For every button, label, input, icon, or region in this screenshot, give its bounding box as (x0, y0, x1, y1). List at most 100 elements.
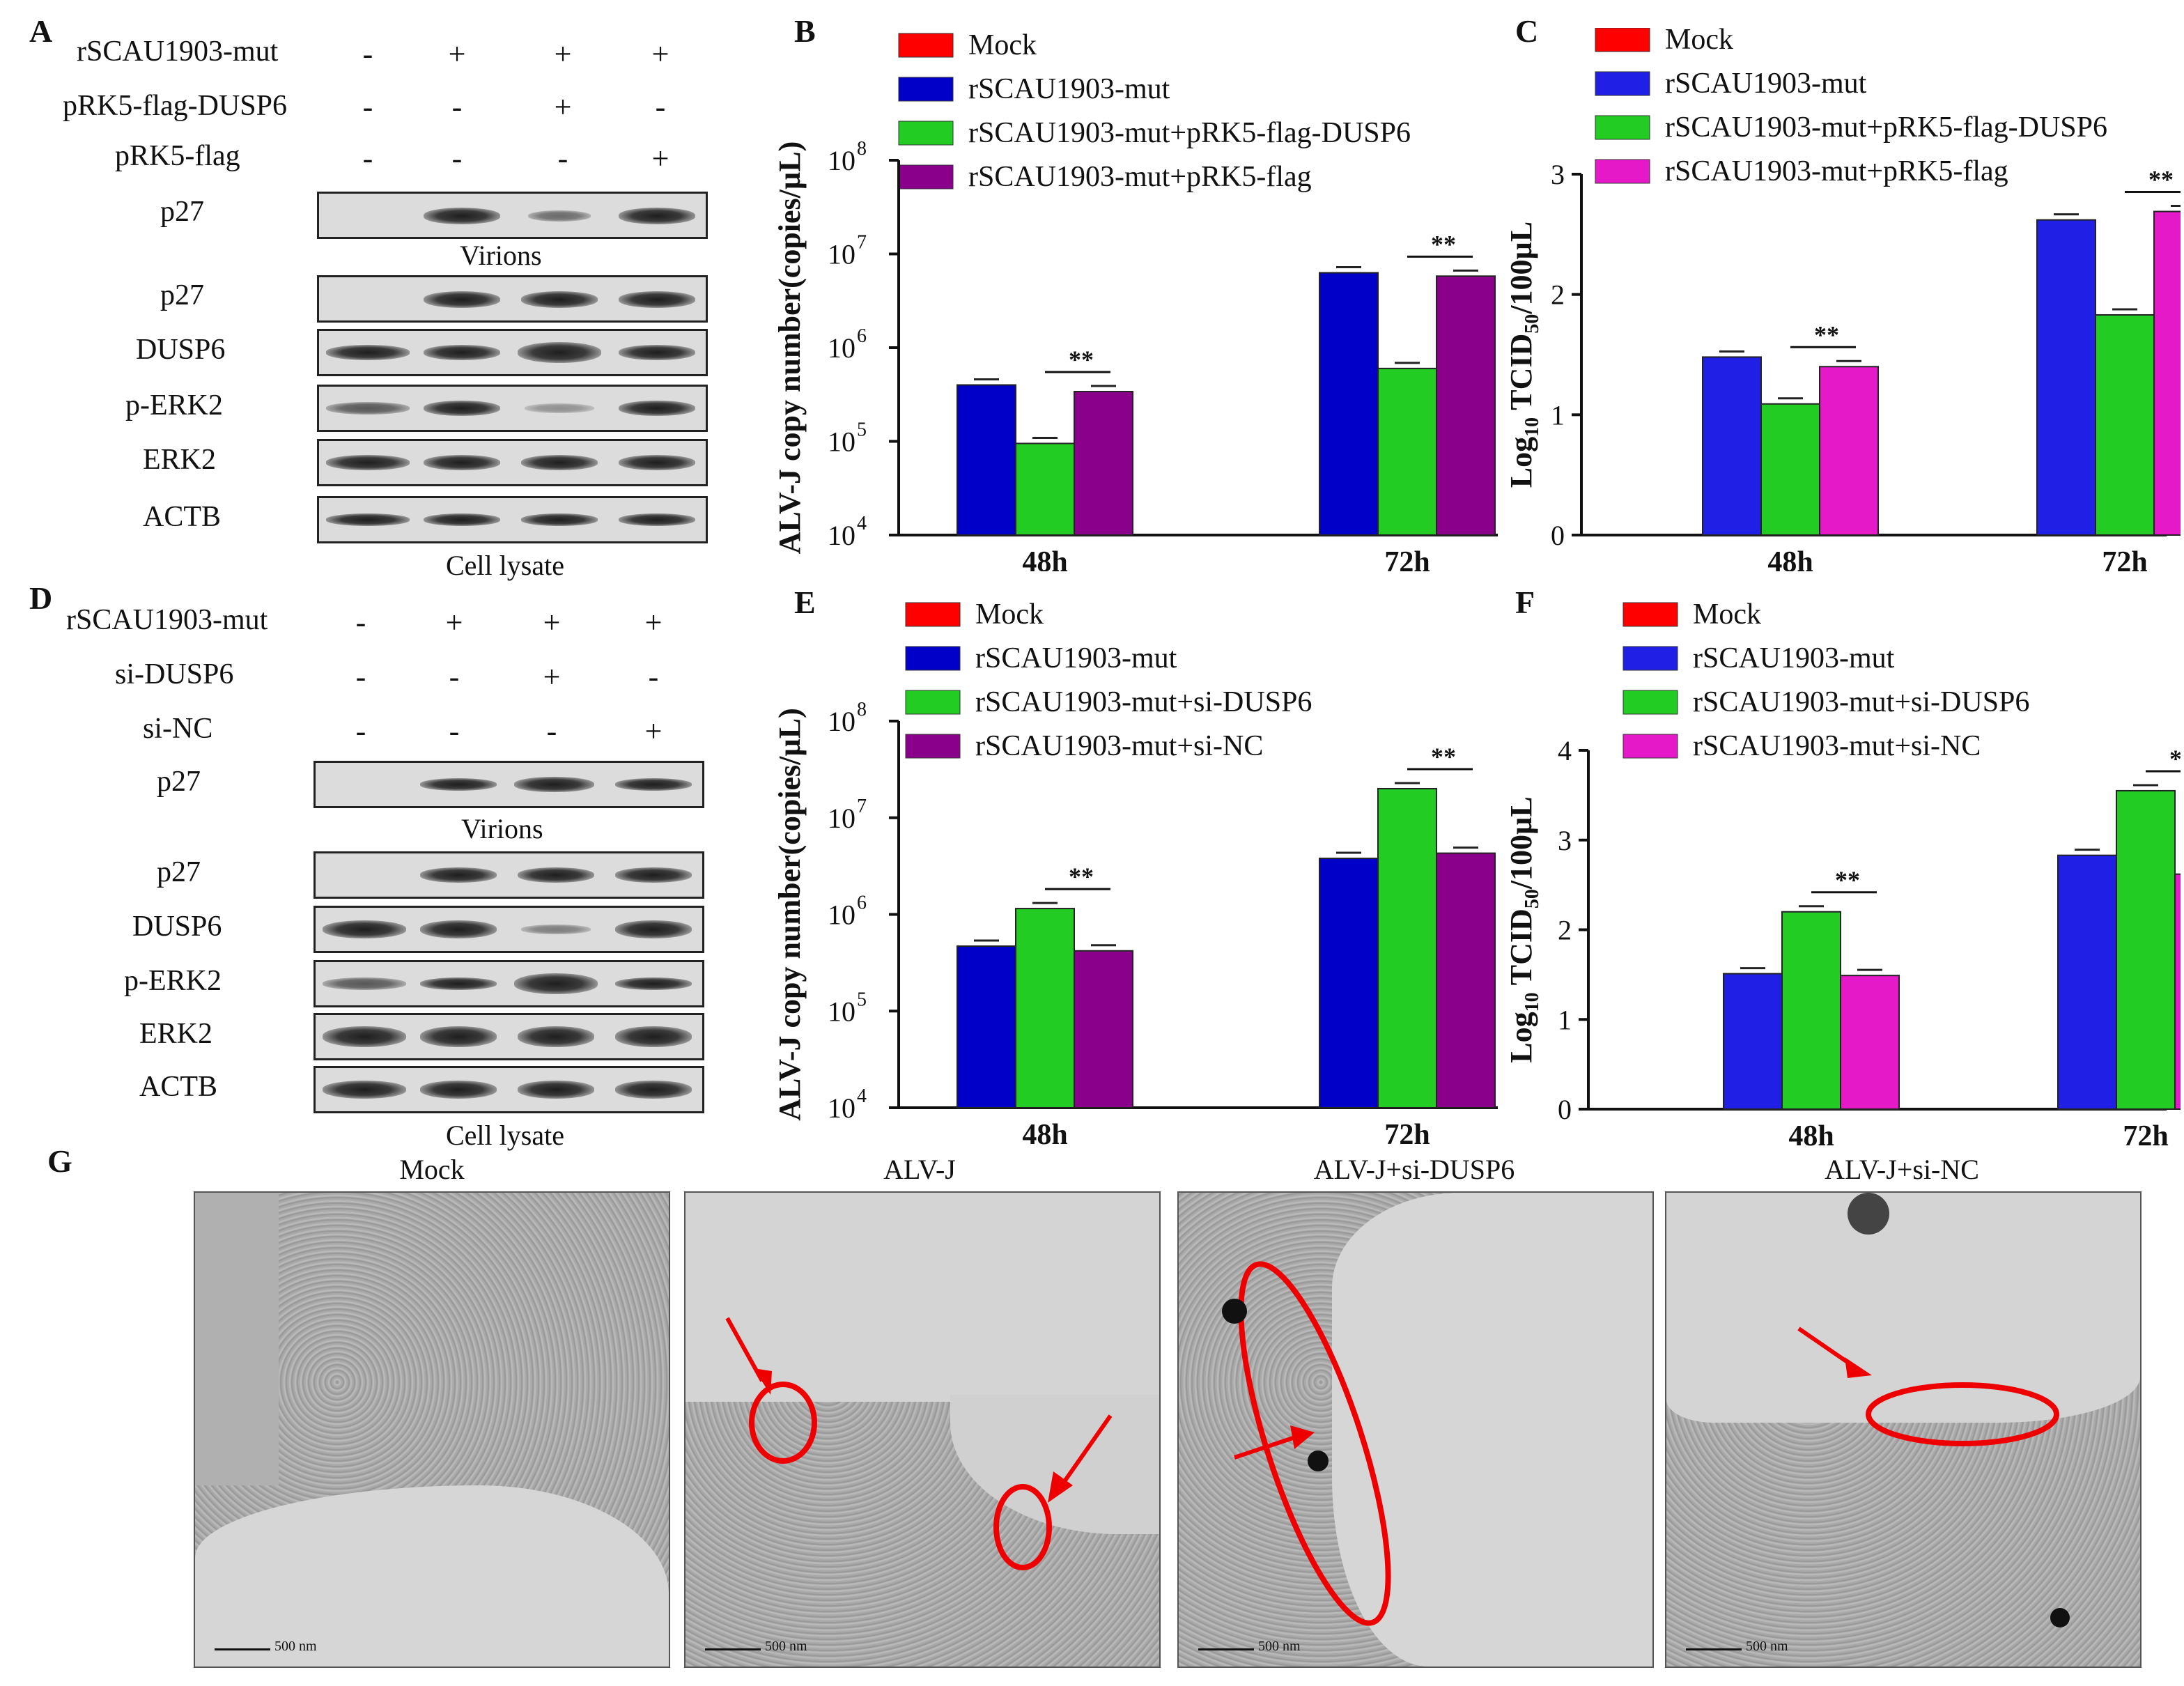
y-tick-label: 10 (828, 520, 855, 551)
bar (1377, 367, 1437, 536)
legend-label: rSCAU1903-mut+si-NC (975, 730, 1263, 762)
bar (1319, 858, 1379, 1108)
blot-d-row-label: rSCAU1903-mut (66, 604, 268, 636)
y-tick-label: 3 (1558, 825, 1572, 856)
legend-label: rSCAU1903-mut (1693, 642, 1895, 674)
blot-sign: + (651, 37, 669, 71)
legend-label: rSCAU1903-mut+si-NC (1693, 730, 1981, 762)
bar (2174, 873, 2181, 1110)
significance-label: ** (1431, 230, 1456, 258)
micrograph-title: ALV-J+si-NC (1825, 1154, 1979, 1185)
blot-sign: + (651, 141, 669, 176)
chart-c: Mock rSCAU1903-mut rSCAU1903-mut+pRK5-flag… (1504, 28, 2181, 571)
band-label: p-ERK2 (124, 965, 222, 997)
blot-sign: - (451, 141, 463, 176)
legend-label: rSCAU1903-mut (975, 642, 1177, 674)
bar (2057, 854, 2117, 1110)
bar (2153, 210, 2181, 536)
micrograph-title: Mock (399, 1154, 465, 1185)
micrograph-title: ALV-J+si-DUSP6 (1313, 1154, 1515, 1185)
y-tick-label: 10 (828, 239, 855, 270)
y-tick-label: 1 (1558, 1004, 1572, 1035)
scale-bar: 500 nm (1686, 1639, 1788, 1655)
bar (1074, 391, 1133, 536)
y-tick-label: 4 (1558, 735, 1572, 766)
blot-sign: - (362, 37, 373, 71)
legend-swatch (898, 164, 954, 190)
legend-label: Mock (1693, 598, 1761, 631)
blot-sign: - (355, 714, 366, 748)
blot-strip (313, 1066, 704, 1113)
y-tick-exponent: 4 (857, 1085, 867, 1107)
significance-label: ** (1431, 743, 1456, 771)
legend-label: rSCAU1903-mut+pRK5-flag (968, 161, 1312, 193)
bar (1760, 403, 1820, 536)
blot-strip (313, 761, 704, 808)
legend-swatch (1622, 734, 1678, 759)
x-tick-label: 72h (1384, 1119, 1430, 1151)
micrograph-mock: 500 nm (194, 1191, 670, 1668)
band-label: p27 (157, 766, 201, 798)
band-label: ACTB (143, 501, 222, 533)
significance-label: ** (1069, 863, 1094, 890)
bar (1723, 973, 1783, 1111)
band-label: ACTB (139, 1071, 218, 1103)
blot-strip (313, 906, 704, 953)
legend-label: Mock (1665, 28, 1733, 56)
bar (1840, 975, 1900, 1110)
x-tick-label: 48h (1022, 546, 1067, 571)
legend-label: rSCAU1903-mut (1665, 68, 1867, 100)
blot-a-row-label: pRK5-flag-DUSP6 (63, 90, 287, 122)
blot-strip (317, 496, 708, 543)
y-tick-exponent: 5 (857, 989, 867, 1010)
virions-caption: Virions (461, 813, 543, 844)
virions-caption: Virions (460, 240, 542, 271)
blot-strip (317, 439, 708, 486)
blot-d-row-label: si-NC (143, 713, 213, 745)
blot-sign: - (355, 605, 366, 640)
scale-bar: 500 nm (705, 1639, 807, 1655)
panel-label-d: D (29, 580, 53, 616)
bar (1015, 908, 1075, 1108)
x-tick-label: 72h (1384, 546, 1430, 571)
band-label: ERK2 (139, 1018, 212, 1050)
blot-sign: - (449, 714, 460, 748)
panel-label-a: A (29, 13, 53, 49)
y-tick-exponent: 6 (857, 325, 867, 347)
x-tick-label: 72h (2123, 1120, 2168, 1152)
y-tick-label: 2 (1558, 915, 1572, 946)
bar (1377, 787, 1437, 1108)
y-tick-label: 10 (828, 1092, 855, 1124)
x-tick-label: 48h (1022, 1119, 1067, 1151)
bar (1819, 366, 1879, 536)
y-tick-exponent: 7 (857, 232, 867, 254)
legend-swatch (1595, 115, 1650, 140)
micrograph-alvj-si-dusp6: 500 nm (1177, 1191, 1654, 1668)
y-tick-label: 10 (828, 332, 855, 364)
bar (2095, 314, 2155, 536)
blot-sign: - (648, 660, 659, 694)
y-axis-label: ALV-J copy number(copies/µL) (773, 708, 807, 1120)
blot-d-row-label: si-DUSP6 (115, 658, 234, 690)
blot-sign: + (543, 605, 561, 640)
y-tick-label: 2 (1551, 279, 1565, 311)
blot-strip (313, 960, 704, 1007)
legend-swatch (898, 121, 954, 146)
bar (1436, 275, 1496, 536)
y-tick-exponent: 8 (857, 699, 867, 720)
chart-f: Mock rSCAU1903-mut rSCAU1903-mut+si-DUSP6 r… (1504, 598, 2181, 1152)
legend-swatch (1622, 646, 1678, 671)
lysate-caption: Cell lysate (446, 1120, 564, 1151)
blot-sign: + (554, 90, 572, 124)
y-tick-label: 10 (828, 145, 855, 176)
legend-label: rSCAU1903-mut+pRK5-flag (1665, 155, 2008, 187)
panel-label-e: E (794, 585, 816, 620)
y-tick-label: 10 (828, 803, 855, 834)
significance-label: ** (2148, 166, 2174, 194)
panel-label-f: F (1515, 585, 1535, 620)
y-tick-label: 3 (1551, 159, 1565, 190)
blot-sign: + (644, 714, 663, 748)
legend-label: rSCAU1903-mut (968, 73, 1170, 105)
y-tick-exponent: 5 (857, 419, 867, 441)
x-tick-label: 72h (2102, 546, 2147, 571)
